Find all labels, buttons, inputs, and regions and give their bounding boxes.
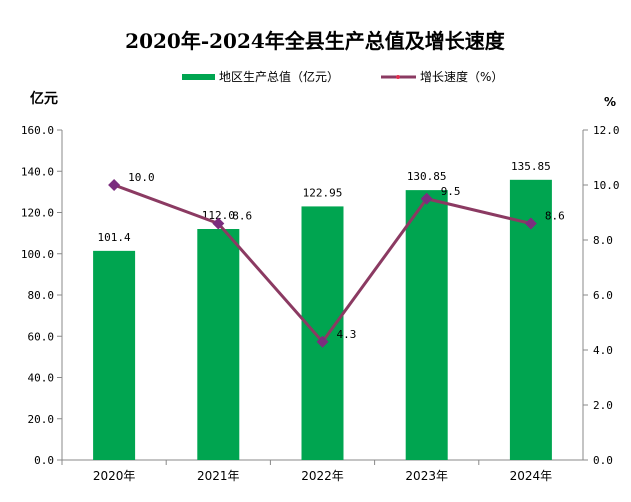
x-tick-label: 2020年 bbox=[93, 469, 136, 483]
x-tick-label: 2022年 bbox=[301, 469, 344, 483]
y-tick-label: 80.0 bbox=[28, 289, 55, 302]
legend-line-marker bbox=[396, 75, 400, 79]
y-axis-label: 亿元 bbox=[30, 90, 58, 107]
bar-label: 122.95 bbox=[303, 186, 343, 199]
y-tick-label: 140.0 bbox=[21, 165, 54, 178]
y-tick-label: 100.0 bbox=[21, 248, 54, 261]
line-label: 10.0 bbox=[128, 171, 155, 184]
y-tick-label: 120.0 bbox=[21, 207, 54, 220]
y2-axis-label: % bbox=[604, 95, 616, 109]
y2-tick-label: 0.0 bbox=[593, 454, 613, 467]
line-label: 9.5 bbox=[441, 185, 461, 198]
bar bbox=[93, 250, 136, 460]
y-tick-label: 60.0 bbox=[28, 330, 55, 343]
x-tick-label: 2024年 bbox=[510, 469, 553, 483]
line-marker bbox=[212, 217, 225, 230]
bar bbox=[197, 229, 240, 460]
line-marker bbox=[108, 179, 121, 191]
y2-tick-label: 2.0 bbox=[593, 399, 613, 412]
y-tick-label: 160.0 bbox=[21, 124, 54, 137]
y2-tick-label: 12.0 bbox=[593, 124, 620, 137]
chart-title: 2020年-2024年全县生产总值及增长速度 bbox=[125, 29, 506, 53]
bar-label: 130.85 bbox=[407, 170, 447, 183]
legend-bar-label: 地区生产总值（亿元） bbox=[219, 69, 339, 84]
bar bbox=[405, 190, 448, 460]
bar-label: 135.85 bbox=[511, 160, 551, 173]
y-tick-label: 0.0 bbox=[34, 454, 54, 467]
bar bbox=[301, 206, 344, 460]
y2-tick-label: 10.0 bbox=[593, 179, 620, 192]
y-tick-label: 40.0 bbox=[28, 372, 55, 385]
y-tick-label: 20.0 bbox=[28, 413, 55, 426]
line-label: 8.6 bbox=[232, 210, 252, 223]
bar-label: 101.4 bbox=[98, 231, 131, 244]
y2-tick-label: 4.0 bbox=[593, 344, 613, 357]
line-marker bbox=[420, 192, 433, 205]
y2-tick-label: 8.0 bbox=[593, 234, 613, 247]
line-marker bbox=[524, 217, 537, 230]
line-label: 4.3 bbox=[337, 328, 357, 341]
x-tick-label: 2021年 bbox=[197, 469, 240, 483]
x-tick-label: 2023年 bbox=[405, 469, 448, 483]
legend-bar-swatch bbox=[182, 74, 215, 80]
legend-line-label: 增长速度（%） bbox=[420, 69, 503, 84]
bar-label: 112.0 bbox=[202, 209, 235, 222]
y2-tick-label: 6.0 bbox=[593, 289, 613, 302]
line-marker bbox=[316, 335, 329, 348]
line-label: 8.6 bbox=[545, 210, 565, 223]
